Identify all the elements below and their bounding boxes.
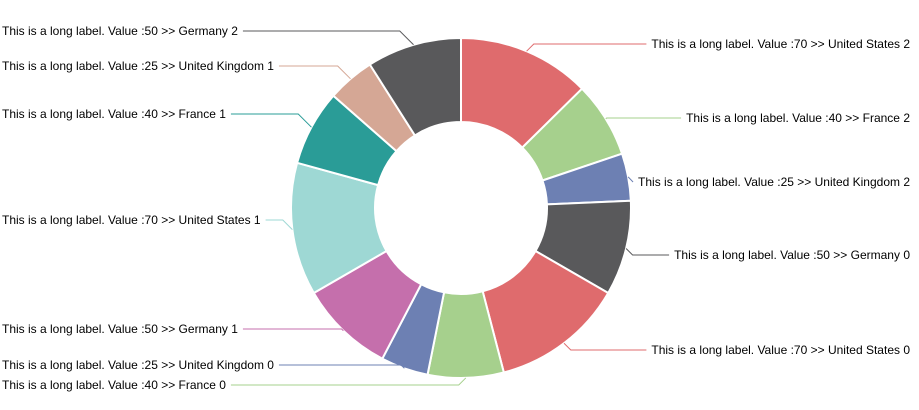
slice-label-united-kingdom-0: This is a long label. Value :25 >> Unite… [2,358,274,372]
slice-label-germany-1: This is a long label. Value :50 >> Germa… [2,322,238,336]
slice-label-france-0: This is a long label. Value :40 >> Franc… [2,378,226,392]
label-leader-france-2 [605,117,682,120]
label-leader-france-0 [230,377,467,386]
label-leader-united-kingdom-1 [278,65,351,80]
label-leader-germany-1 [242,328,344,332]
label-leader-united-states-2 [526,43,647,52]
donut-slice-germany-2 [368,37,462,137]
slice-label-united-kingdom-1: This is a long label. Value :25 >> Unite… [2,59,274,73]
slice-label-united-states-1: This is a long label. Value :70 >> Unite… [2,213,261,227]
slice-label-france-2: This is a long label. Value :40 >> Franc… [686,111,910,125]
label-leader-united-kingdom-0 [278,364,405,369]
slice-label-united-states-0: This is a long label. Value :70 >> Unite… [651,343,910,357]
slice-label-united-states-2: This is a long label. Value :70 >> Unite… [651,37,910,51]
label-leader-germany-0 [625,248,670,256]
label-leader-germany-2 [242,30,414,46]
label-leader-united-states-0 [563,342,647,351]
slice-label-france-1: This is a long label. Value :40 >> Franc… [2,107,226,121]
label-leader-united-kingdom-2 [627,176,634,183]
slice-label-germany-0: This is a long label. Value :50 >> Germa… [674,248,910,262]
slice-label-united-kingdom-2: This is a long label. Value :25 >> Unite… [638,175,910,189]
label-leader-france-1 [230,113,312,128]
label-leader-united-states-1 [265,219,293,230]
slice-label-germany-2: This is a long label. Value :50 >> Germa… [2,24,238,38]
